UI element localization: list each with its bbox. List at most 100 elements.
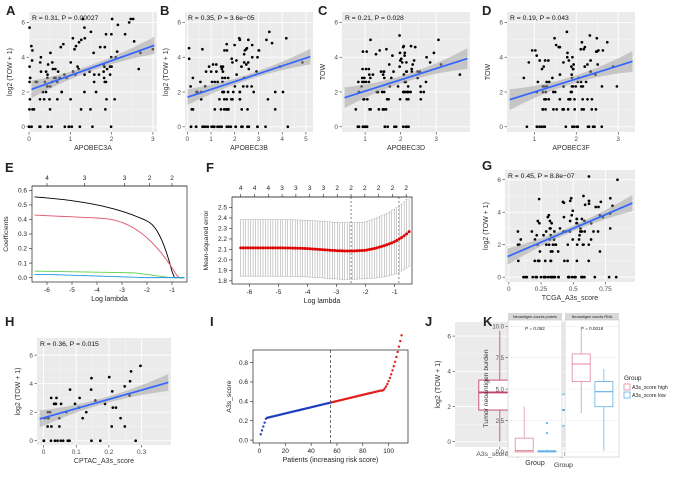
- plot-border: [31, 185, 188, 283]
- data-point: [570, 85, 574, 88]
- data-point: [38, 97, 42, 101]
- data-point: [581, 243, 585, 247]
- data-point: [553, 230, 556, 233]
- data-point: [374, 52, 378, 56]
- x-tick-label: 60: [333, 448, 341, 455]
- data-point: [204, 125, 207, 129]
- data-point: [222, 97, 226, 101]
- data-point: [574, 85, 578, 88]
- data-point: [108, 65, 112, 68]
- data-point: [419, 85, 422, 88]
- box-outlier: [545, 432, 548, 435]
- data-point: [575, 243, 579, 247]
- cv-error-point: [266, 246, 270, 250]
- data-point: [46, 125, 50, 129]
- data-point: [382, 90, 386, 94]
- data-point: [245, 85, 249, 88]
- data-point: [134, 439, 138, 443]
- cv-error-point: [407, 230, 411, 234]
- data-point: [547, 97, 551, 101]
- data-point: [575, 125, 579, 129]
- panel-label-K: K: [483, 314, 493, 329]
- top-tick-label: 2: [349, 185, 353, 192]
- data-point: [92, 73, 96, 76]
- data-point: [616, 178, 619, 182]
- data-point: [516, 230, 520, 233]
- data-point: [357, 125, 361, 129]
- y-tick-label: 0.6: [239, 379, 248, 386]
- y-tick-label: 2: [497, 242, 501, 249]
- data-point: [583, 203, 587, 207]
- panel-label-D: D: [482, 3, 491, 18]
- data-point: [128, 379, 132, 383]
- data-point: [548, 219, 552, 223]
- data-point: [402, 44, 406, 48]
- data-point: [587, 259, 591, 263]
- data-point: [422, 90, 426, 94]
- data-point: [273, 108, 277, 111]
- data-point: [549, 275, 552, 279]
- facet-pvalue: P = 0.062: [525, 326, 545, 331]
- data-point: [46, 425, 49, 428]
- data-point: [573, 108, 577, 111]
- data-point: [89, 108, 92, 111]
- data-point: [360, 80, 364, 84]
- y-tick-label: 0: [334, 124, 338, 131]
- data-point: [550, 221, 553, 225]
- data-point: [366, 97, 369, 101]
- data-point: [570, 65, 573, 68]
- cv-error-point: [288, 246, 292, 250]
- data-point: [594, 108, 598, 111]
- data-point: [403, 54, 406, 58]
- x-axis-label: APOBEC3F: [552, 145, 589, 152]
- data-point: [567, 275, 571, 279]
- data-point: [211, 125, 215, 129]
- data-point: [578, 233, 581, 237]
- data-point: [38, 125, 42, 129]
- data-point: [572, 125, 576, 129]
- y-tick-label: 4: [499, 55, 503, 62]
- data-point: [583, 275, 586, 279]
- y-axis-label: Tumor neoantigen burden: [483, 349, 490, 427]
- x-axis-label: APOBEC3B: [230, 145, 268, 152]
- cv-error-point: [301, 246, 305, 250]
- facet-title: Neoantigen counts protein: [513, 315, 557, 319]
- risk-score-point: [392, 365, 395, 368]
- data-point: [364, 67, 368, 71]
- data-point: [244, 63, 248, 66]
- risk-score-point: [393, 360, 397, 363]
- data-point: [123, 32, 127, 36]
- data-point: [83, 36, 87, 40]
- data-point: [224, 108, 228, 111]
- data-point: [575, 259, 579, 263]
- data-point: [81, 416, 85, 420]
- risk-score-point: [397, 345, 401, 348]
- data-point: [50, 425, 53, 428]
- cv-error-point: [345, 249, 349, 253]
- data-point: [90, 439, 93, 443]
- data-point: [119, 416, 122, 420]
- data-point: [201, 47, 204, 51]
- coefficient-path-black: [34, 196, 185, 279]
- data-point: [573, 97, 576, 101]
- data-point: [98, 439, 102, 443]
- data-point: [568, 219, 572, 223]
- data-point: [398, 59, 402, 62]
- cv-error-point: [276, 246, 280, 250]
- top-tick-label: 4: [45, 175, 49, 182]
- data-point: [554, 43, 558, 47]
- data-point: [537, 259, 541, 263]
- data-point: [419, 97, 423, 101]
- data-point: [575, 217, 579, 221]
- data-point: [588, 34, 592, 37]
- data-point: [546, 59, 550, 62]
- data-point: [594, 50, 598, 54]
- x-tick-label: 100: [383, 448, 394, 455]
- data-point: [597, 49, 600, 52]
- data-point: [42, 97, 46, 101]
- data-point: [225, 49, 229, 52]
- data-point: [571, 238, 575, 241]
- data-point: [189, 85, 192, 88]
- data-point: [257, 49, 261, 52]
- top-tick-label: 4: [253, 185, 257, 192]
